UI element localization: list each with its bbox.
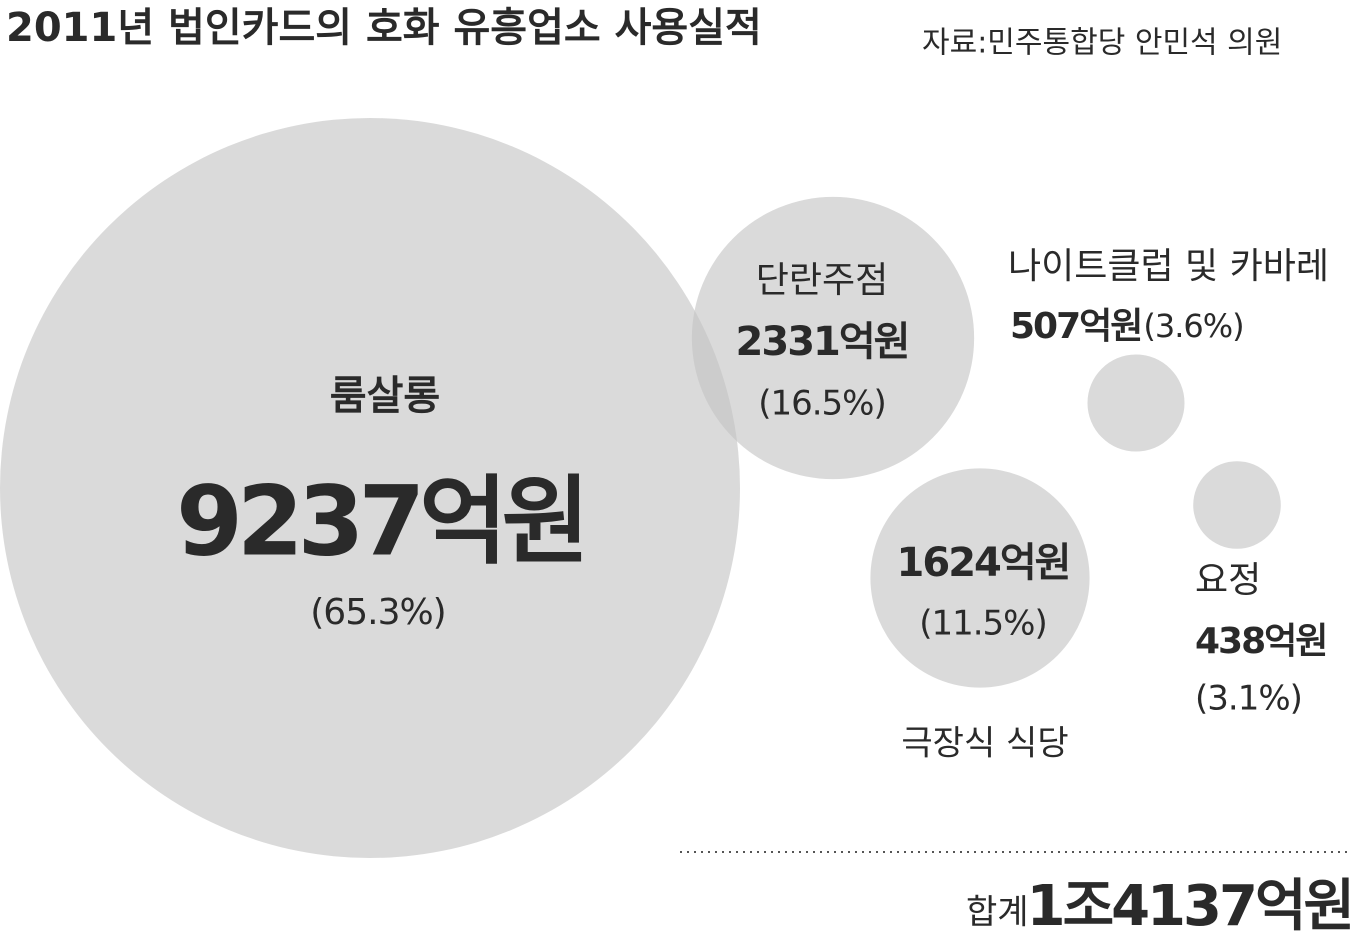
bubble [1193,461,1281,549]
share-label: (65.3%) [310,592,445,633]
value-label: 9237억원 [176,465,584,577]
value-label: 438억원 [1195,621,1326,662]
category-label: 나이트클럽 및 카바레 [1008,246,1329,287]
value-label: 2331억원 [736,319,909,365]
category-label: 요정 [1195,560,1261,601]
share-label: (3.1%) [1195,679,1302,719]
bubble [0,118,740,858]
value-label: 1624억원 [897,540,1070,586]
share-label: (16.5%) [758,384,886,424]
chart-title: 2011년 법인카드의 호화 유흥업소 사용실적 [6,5,762,51]
share-label: (11.5%) [919,604,1047,644]
bubble [870,468,1090,688]
value-label: 507억원 [1010,306,1141,347]
category-label: 단란주점 [756,260,888,301]
total-value: 1조4137억원 [1027,874,1352,939]
bubble [1087,354,1185,452]
bubble [691,196,975,480]
total-label: 합계 [966,893,1029,933]
source: 자료:민주통합당 안민석 의원 [922,26,1282,61]
category-label: 극장식 식당 [901,724,1068,764]
share-label: (3.6%) [1143,307,1243,345]
category-label: 룸살롱 [330,373,440,419]
